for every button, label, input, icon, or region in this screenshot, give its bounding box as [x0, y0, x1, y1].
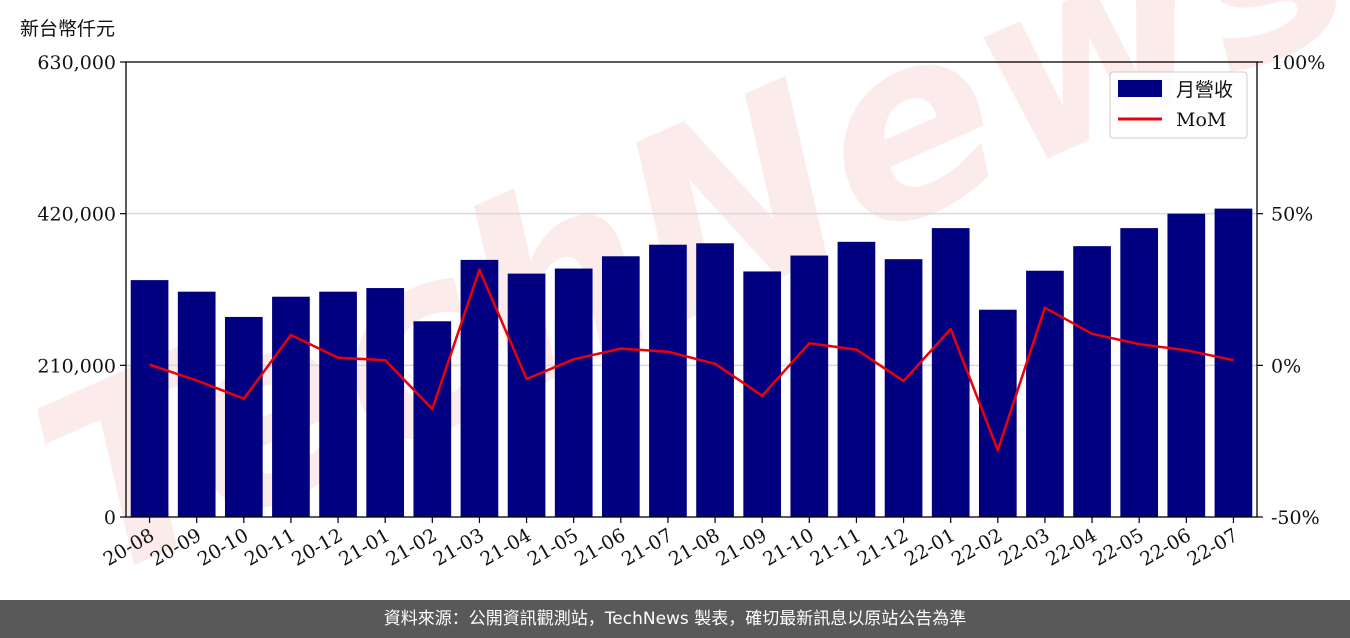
bar-22-01 — [931, 228, 970, 517]
right-tick-label: 50% — [1271, 204, 1313, 226]
bar-21-06 — [601, 256, 640, 517]
bar-20-12 — [319, 291, 357, 517]
left-tick-label: 420,000 — [37, 204, 116, 226]
x-tick-label: 22-05 — [1089, 524, 1147, 570]
x-tick-label: 22-01 — [901, 524, 959, 570]
bar-21-10 — [790, 255, 829, 518]
left-tick-label: 210,000 — [37, 355, 116, 377]
x-tick-label: 21-02 — [382, 524, 440, 570]
legend-label-mom: MoM — [1176, 109, 1226, 131]
y-axis-unit-label: 新台幣仟元 — [20, 18, 116, 40]
x-tick-label: 21-05 — [524, 524, 582, 570]
x-tick-label: 21-03 — [429, 524, 487, 570]
x-tick-label: 22-03 — [995, 524, 1053, 570]
legend-swatch-bar — [1118, 80, 1162, 97]
bar-20-08 — [130, 280, 169, 517]
x-tick-label: 21-09 — [712, 524, 770, 570]
bar-21-11 — [837, 241, 876, 518]
bar-21-05 — [554, 268, 593, 517]
bar-22-04 — [1073, 246, 1111, 517]
source-footer: 資料來源：公開資訊觀測站，TechNews 製表，確切最新訊息以原站公告為準 — [0, 600, 1350, 638]
x-tick-label: 21-04 — [477, 524, 535, 570]
right-y-axis: -50% 0% 50% 100% — [1257, 52, 1325, 529]
bar-22-06 — [1167, 213, 1206, 517]
mom-line-series — [149, 268, 1234, 452]
bar-21-12 — [884, 259, 923, 517]
right-tick-label: 0% — [1271, 355, 1301, 377]
bar-20-10 — [224, 316, 263, 517]
left-tick-label: 0 — [104, 507, 116, 529]
x-tick-label: 21-07 — [618, 524, 676, 570]
x-tick-label: 21-12 — [854, 524, 912, 570]
x-tick-label: 21-10 — [759, 524, 817, 570]
right-tick-label: 100% — [1271, 52, 1325, 74]
left-tick-label: 630,000 — [37, 52, 116, 74]
x-tick-label: 22-06 — [1136, 524, 1194, 570]
bar-22-07 — [1214, 208, 1253, 517]
plot-border — [125, 61, 1258, 518]
bar-20-09 — [177, 291, 216, 517]
mom-line — [149, 268, 1234, 452]
bar-21-03 — [460, 259, 499, 517]
bar-22-03 — [1026, 270, 1064, 517]
x-tick-label: 22-02 — [948, 524, 1006, 570]
bar-21-02 — [413, 321, 452, 517]
x-tick-label: 22-07 — [1183, 524, 1241, 570]
x-tick-label: 21-06 — [571, 524, 629, 570]
x-tick-label: 22-04 — [1042, 524, 1100, 570]
bar-22-05 — [1120, 228, 1159, 517]
bar-21-08 — [696, 243, 734, 517]
legend-label-revenue: 月營收 — [1176, 79, 1233, 101]
x-tick-label: 21-08 — [665, 524, 723, 570]
plot-frame — [125, 61, 1258, 518]
bar-20-11 — [272, 296, 310, 517]
bar-21-07 — [649, 244, 687, 517]
bar-series — [130, 208, 1253, 518]
grid-lines — [126, 212, 1257, 367]
right-tick-label: -50% — [1271, 507, 1320, 529]
bar-21-01 — [366, 288, 405, 517]
bar-21-04 — [507, 273, 546, 517]
x-tick-label: 21-11 — [806, 524, 864, 570]
legend: 月營收 MoM — [1109, 71, 1248, 139]
left-y-axis: 0 210,000 420,000 630,000 — [37, 52, 126, 529]
